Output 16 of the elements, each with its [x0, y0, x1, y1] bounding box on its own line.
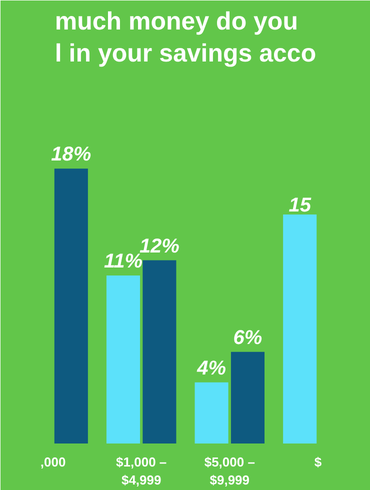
bar — [142, 260, 176, 444]
data-label: 15 — [288, 194, 312, 216]
bar — [106, 276, 140, 444]
x-tick-label: $1,000 – $4,999 — [116, 454, 167, 488]
bar — [283, 214, 317, 444]
data-label: 6% — [233, 326, 262, 349]
chart-title: much money do you l in your savings acco — [54, 7, 316, 68]
x-tick-label: ,000 — [40, 454, 66, 470]
x-tick-label: $5,000 – $9,999 — [204, 454, 255, 488]
data-label: 18% — [51, 144, 92, 166]
data-label: 12% — [139, 235, 180, 258]
data-label: 4% — [196, 357, 226, 380]
x-tick-label: $ — [314, 454, 322, 470]
bar — [54, 168, 88, 444]
bar — [194, 382, 228, 444]
bar — [230, 352, 265, 444]
